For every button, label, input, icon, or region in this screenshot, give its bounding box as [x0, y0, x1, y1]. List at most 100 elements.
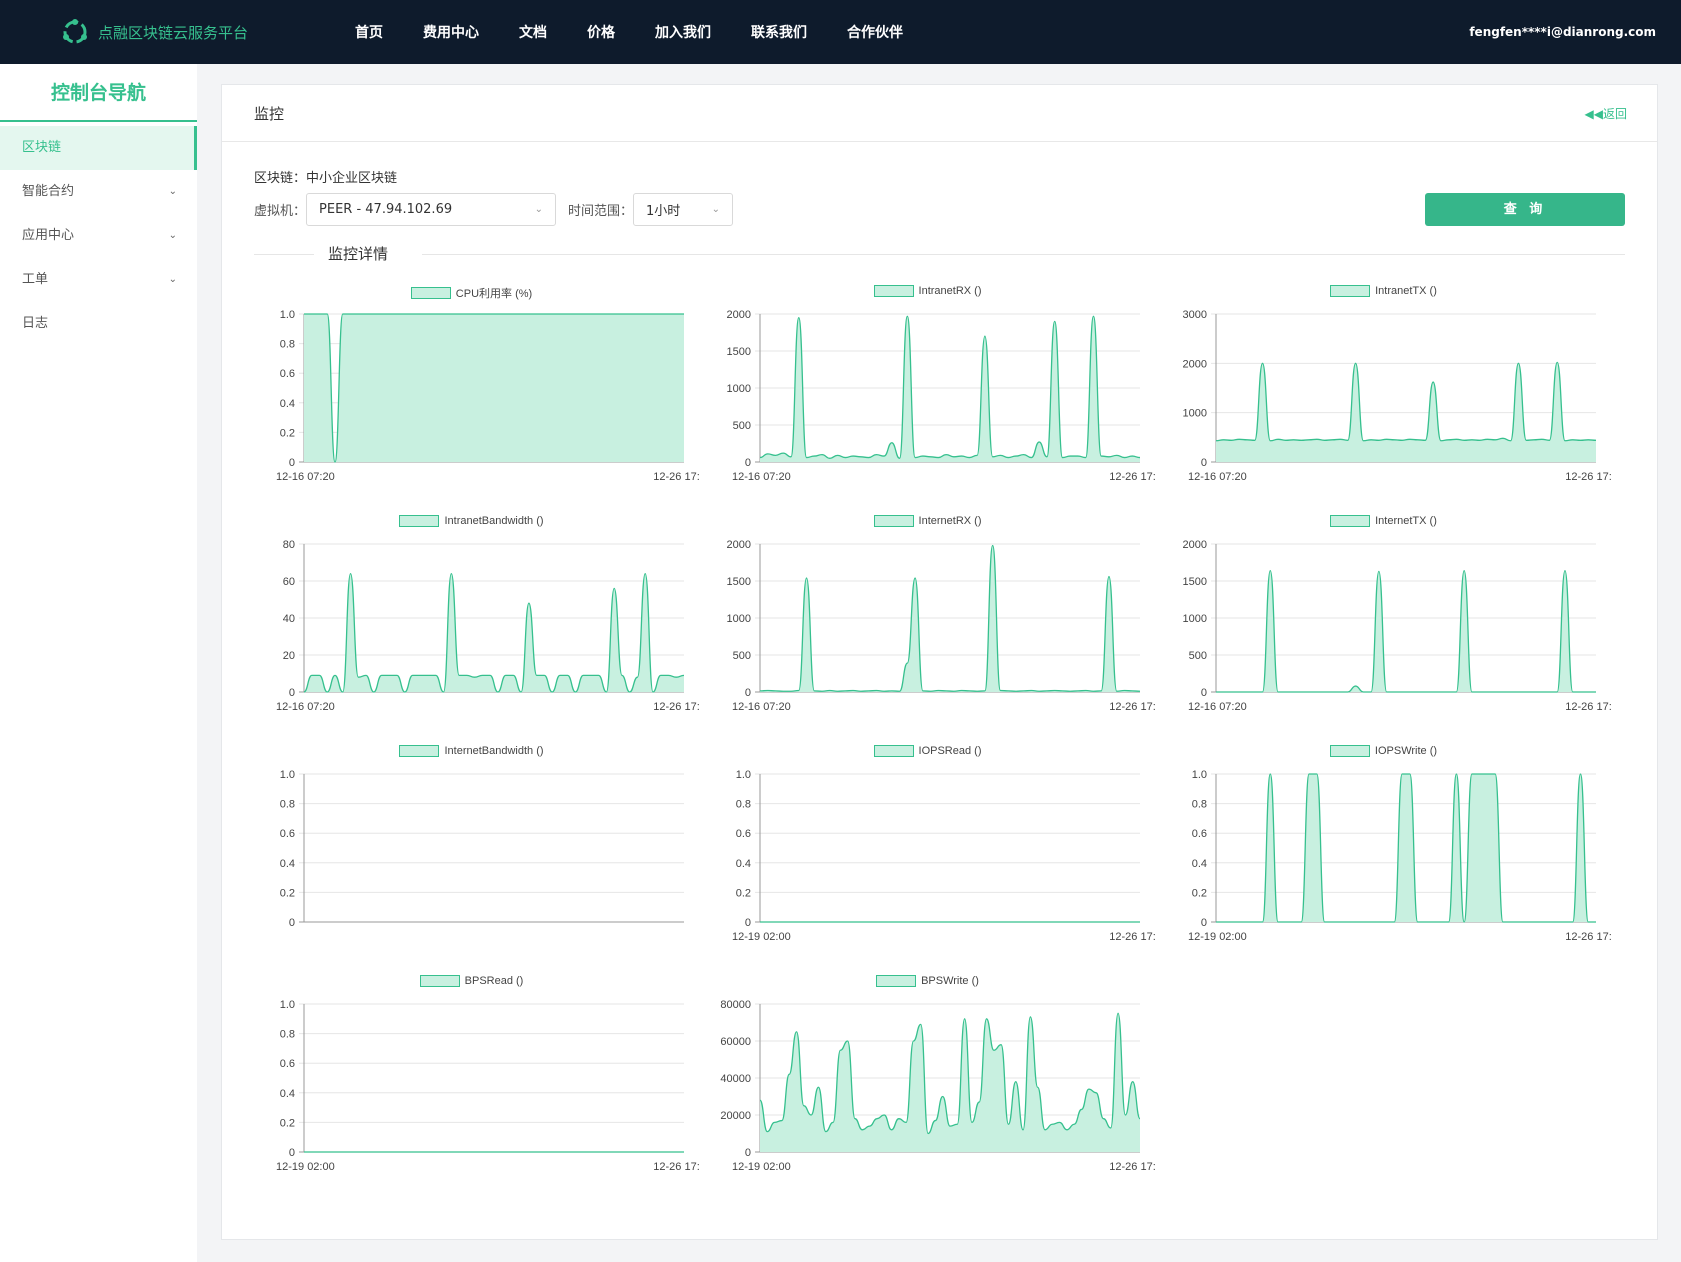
- y-tick-label: 2000: [1183, 358, 1207, 370]
- chart-legend[interactable]: BPSWrite (): [700, 975, 1155, 987]
- y-tick-label: 0.8: [280, 1029, 295, 1041]
- y-tick-label: 0.8: [280, 799, 295, 811]
- chart-svg: 0 0.2 0.4 0.6 0.8 1.0: [280, 769, 684, 929]
- y-tick-label: 0.4: [280, 858, 295, 870]
- x-tick-label: 12-16 07:20: [276, 471, 335, 483]
- nav-docs[interactable]: 文档: [519, 25, 547, 41]
- sidebar-item-blockchain[interactable]: 区块链: [0, 126, 197, 170]
- chart-legend[interactable]: BPSRead (): [244, 975, 699, 987]
- chart-legend[interactable]: IntranetRX (): [700, 285, 1155, 297]
- query-button[interactable]: 查 询: [1425, 193, 1625, 226]
- x-tick-label: 12-19 02:00: [732, 1161, 791, 1173]
- x-tick-label: 12-19 02:00: [276, 1161, 335, 1173]
- y-tick-label: 0: [745, 917, 751, 929]
- series-line: [303, 313, 684, 463]
- chart-legend[interactable]: IOPSRead (): [700, 745, 1155, 757]
- vm-select[interactable]: PEER - 47.94.102.69 ⌄: [306, 193, 557, 226]
- panel-header: 监控 ◀◀返回: [222, 85, 1657, 142]
- y-tick-label: 0: [289, 1147, 295, 1159]
- x-tick-label: 12-26 17:20: [1109, 931, 1155, 943]
- sidebar-item-smart-contract[interactable]: 智能合约 ⌄: [0, 170, 197, 214]
- nav-pricing[interactable]: 价格: [587, 25, 615, 41]
- y-tick-label: 0: [289, 457, 295, 469]
- logo-icon: [63, 19, 87, 44]
- legend-label: InternetTX (): [1375, 515, 1437, 527]
- monitor-chart: 0 0.2 0.4 0.6 0.8 1.0 12-19 02:00 12-26 17:20 BP…: [244, 972, 699, 1200]
- y-tick-label: 0: [745, 687, 751, 699]
- brand-logo[interactable]: 点融区块链云服务平台: [60, 16, 248, 48]
- y-tick-label: 1.0: [1192, 769, 1207, 781]
- y-tick-label: 0.4: [736, 858, 751, 870]
- chart-legend[interactable]: InternetRX (): [700, 515, 1155, 527]
- y-tick-label: 1000: [727, 613, 751, 625]
- x-tick-label: 12-16 07:20: [732, 701, 791, 713]
- legend-label: IOPSRead (): [918, 745, 982, 757]
- sidebar-item-tickets[interactable]: 工单 ⌄: [0, 258, 197, 302]
- legend-label: IOPSWrite (): [1374, 745, 1438, 757]
- chart-svg: 0 500 1000 1500 2000 12-16 07:20 12-26 17:20: [1183, 539, 1611, 713]
- chevron-down-icon: ⌄: [534, 204, 544, 215]
- x-tick-label: 12-26 17:20: [1565, 701, 1611, 713]
- legend-label: BPSWrite (): [921, 975, 979, 987]
- monitor-chart: 0 500 1000 1500 2000 12-16 07:20 12-26 17:20 In…: [1156, 512, 1611, 740]
- legend-label: IntranetRX (): [918, 285, 982, 297]
- nav-partners[interactable]: 合作伙伴: [847, 25, 903, 41]
- series-line: [759, 1012, 1141, 1135]
- back-label: 返回: [1602, 107, 1627, 121]
- back-link[interactable]: ◀◀返回: [1585, 105, 1627, 122]
- x-tick-label: 12-26 17:20: [1565, 931, 1611, 943]
- y-tick-label: 0: [1201, 917, 1207, 929]
- y-tick-label: 0.2: [280, 887, 295, 899]
- series-area: [1216, 362, 1596, 462]
- nav-contact[interactable]: 联系我们: [751, 25, 807, 41]
- chart-legend[interactable]: IOPSWrite (): [1156, 745, 1611, 757]
- chart-legend[interactable]: InternetTX (): [1156, 515, 1611, 527]
- x-tick-label: 12-26 17:20: [1109, 471, 1155, 483]
- monitor-chart: 0 500 1000 1500 2000 12-16 07:20 12-26 17:20 In…: [700, 282, 1155, 510]
- nav-join-us[interactable]: 加入我们: [655, 25, 711, 41]
- chart-legend[interactable]: CPU利用率 (%): [244, 285, 699, 301]
- y-tick-label: 0: [1201, 687, 1207, 699]
- y-tick-label: 500: [733, 420, 751, 432]
- y-tick-label: 0.8: [280, 339, 295, 351]
- time-range-select[interactable]: 1小时 ⌄: [633, 193, 734, 226]
- y-tick-label: 0.6: [280, 368, 295, 380]
- x-tick-label: 12-19 02:00: [1188, 931, 1247, 943]
- chevron-down-icon: ⌄: [168, 230, 177, 241]
- user-account[interactable]: fengfen****i@dianrong.com: [1469, 25, 1656, 39]
- brand-name: 点融区块链云服务平台: [98, 23, 249, 42]
- chart-legend[interactable]: IntranetBandwidth (): [244, 515, 699, 527]
- chart-svg: 0 0.2 0.4 0.6 0.8 1.0 12-16 07:20 12-26 17:20: [276, 309, 699, 483]
- x-tick-label: 12-16 07:20: [276, 701, 335, 713]
- y-tick-label: 0: [289, 917, 295, 929]
- chevron-down-icon: ⌄: [168, 186, 177, 197]
- legend-swatch: [873, 745, 914, 757]
- nav-billing[interactable]: 费用中心: [423, 25, 479, 41]
- sidebar-item-app-center[interactable]: 应用中心 ⌄: [0, 214, 197, 258]
- rewind-icon: ◀◀: [1584, 107, 1603, 121]
- series-line: [1215, 361, 1597, 442]
- sidebar-item-label: 应用中心: [22, 228, 75, 243]
- y-tick-label: 0: [1201, 457, 1207, 469]
- nav-home[interactable]: 首页: [355, 25, 383, 41]
- sidebar-item-label: 智能合约: [22, 184, 75, 199]
- y-tick-label: 0.4: [280, 398, 295, 410]
- monitor-chart: 0 20 40 60 80 12-16 07:20 12-26 17:20 IntranetB…: [244, 512, 699, 740]
- y-tick-label: 2000: [1183, 539, 1207, 551]
- chart-svg: 0 500 1000 1500 2000 12-16 07:20 12-26 17:20: [727, 539, 1155, 713]
- y-tick-label: 1000: [1183, 613, 1207, 625]
- legend-label: IntranetBandwidth (): [444, 515, 544, 527]
- series-area: [304, 573, 684, 692]
- monitor-chart: 0 0.2 0.4 0.6 0.8 1.0 12-19 02:00 12-26 17:20 IO…: [1156, 742, 1611, 970]
- legend-swatch: [873, 285, 914, 297]
- chart-legend[interactable]: InternetBandwidth (): [244, 745, 699, 757]
- sidebar-item-logs[interactable]: 日志: [0, 302, 197, 346]
- chain-label: 区块链：: [254, 171, 307, 186]
- sidebar: 控制台导航 区块链 智能合约 ⌄ 应用中心 ⌄ 工单 ⌄ 日志: [0, 64, 197, 1262]
- chart-legend[interactable]: IntranetTX (): [1156, 285, 1611, 297]
- legend-swatch: [399, 745, 440, 757]
- x-tick-label: 12-26 17:20: [653, 1161, 699, 1173]
- y-tick-label: 0.6: [1192, 828, 1207, 840]
- filter-row: 虚拟机： PEER - 47.94.102.69 ⌄ 时间范围： 1小时 ⌄: [254, 193, 734, 226]
- y-tick-label: 500: [733, 650, 751, 662]
